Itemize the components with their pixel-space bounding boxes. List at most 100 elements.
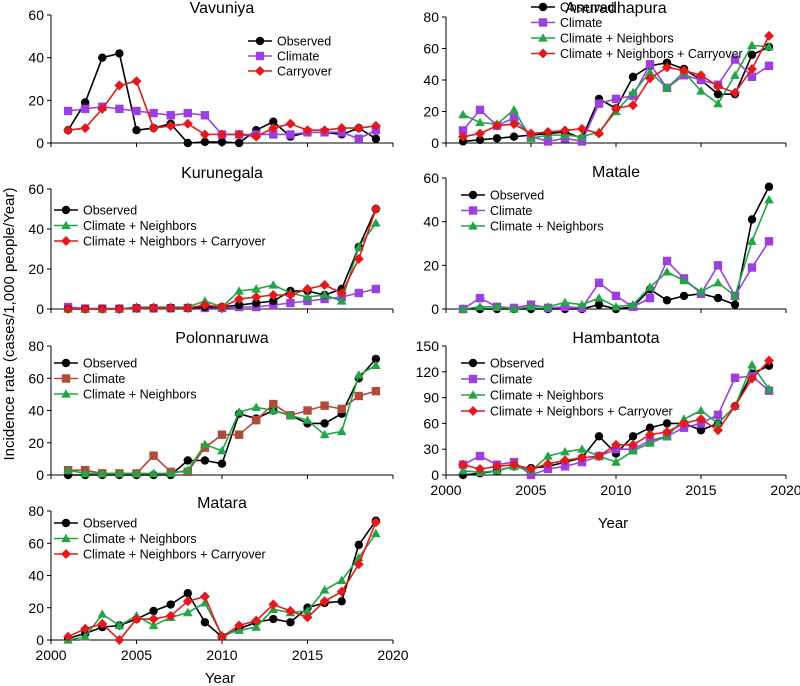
vavuniya-legend-item: Observed [248, 35, 331, 49]
matara-series-climate-neighbors-carryover-point [319, 596, 330, 607]
matara-series-climate-neighbors-carryover-point [80, 623, 91, 634]
anuradhapura-series-climate-point [577, 137, 587, 146]
matale-series-climate-point [560, 302, 570, 312]
kurunegala-series-climate-neighbors-point [319, 290, 330, 299]
matara-series-climate-neighbors-carryover-point [285, 605, 296, 616]
anuradhapura-series-climate-neighbors-carryover-point [526, 128, 536, 139]
vavuniya-series-observed-point [200, 137, 210, 147]
anuradhapura-series-climate-neighbors-carryover-point [509, 119, 519, 130]
polonnaruwa-series-climate-point [149, 451, 158, 460]
polonnaruwa-legend-label: Climate + Neighbors [83, 388, 197, 402]
vavuniya-series-climate-point [183, 108, 192, 118]
kurunegala-series-climate-neighbors-carryover-point [336, 288, 347, 298]
kurunegala-legend-marker [61, 220, 71, 230]
polonnaruwa-series-climate-point [337, 404, 346, 414]
polonnaruwa-series-climate-neighbors-point [148, 468, 159, 477]
kurunegala-series-climate-neighbors-carryover-point [370, 204, 381, 214]
matale-series-observed-point [764, 182, 774, 191]
kurunegala-series-climate-point [354, 288, 363, 298]
matale-series-climate-point [713, 261, 723, 270]
hambantota-title: Hambantota [572, 330, 659, 347]
vavuniya-series-carryover-point [131, 76, 142, 87]
hambantota-x-tick-label: 2015 [685, 482, 716, 498]
anuradhapura-series-climate-neighbors-carryover-point [713, 81, 723, 92]
polonnaruwa-legend-item: Observed [54, 357, 137, 371]
matale-series-climate-neighbors-point [713, 278, 723, 287]
hambantota-legend-marker [468, 406, 478, 416]
hambantota-y-tick-label: 30 [423, 441, 439, 457]
vavuniya-legend-item: Carryover [248, 65, 332, 79]
matara-legend-item: Climate + Neighbors + Carryover [54, 548, 266, 562]
polonnaruwa-legend-label: Climate [83, 372, 125, 386]
anuradhapura-series-climate-neighbors-carryover-point [492, 120, 502, 131]
vavuniya-series-observed-point [234, 138, 244, 148]
matale-y-tick-label: 60 [423, 170, 439, 186]
matara-series-observed-point [286, 618, 295, 627]
matara-series-climate-neighbors-point [200, 598, 210, 607]
anuradhapura-series-climate-point [611, 94, 621, 104]
matara-legend-marker [61, 533, 71, 543]
kurunegala-series-climate-point [371, 284, 381, 294]
anuradhapura-series-climate-neighbors-carryover-point [679, 65, 689, 76]
matale-y-tick-label: 40 [423, 214, 439, 230]
matara-y-tick-label: 60 [28, 535, 44, 551]
anuradhapura-series-climate-point [730, 55, 740, 64]
kurunegala-series-climate-neighbors-carryover-point [148, 303, 159, 313]
hambantota-legend-label: Climate [490, 373, 532, 387]
vavuniya-series-observed-point [132, 126, 141, 135]
hambantota-series-climate-neighbors-point [628, 446, 638, 455]
anuradhapura-y-tick-label: 80 [423, 9, 439, 25]
matale-y-tick-label: 20 [423, 257, 439, 273]
matara-series-climate-neighbors-point [148, 620, 159, 630]
hambantota-series-climate-neighbors-point [611, 457, 621, 466]
anuradhapura-legend-label: Climate [560, 16, 602, 30]
hambantota-y-tick-label: 60 [423, 415, 439, 431]
vavuniya-series-carryover-point [302, 125, 313, 136]
anuradhapura-legend-item: Climate + Neighbors [531, 32, 674, 46]
matara-series-climate-neighbors-point [251, 622, 261, 631]
anuradhapura-y-tick-label: 60 [423, 41, 439, 57]
kurunegala-series-climate-neighbors-point [354, 242, 364, 251]
anuradhapura-y-tick-label: 0 [431, 135, 439, 151]
hambantota-x-tick-label: 2010 [600, 482, 631, 498]
matara-y-tick-label: 40 [28, 568, 44, 584]
matale-series-climate-neighbors-point [458, 304, 468, 313]
matale-series-observed-point [679, 291, 689, 301]
anuradhapura-legend-label: Observed [560, 1, 614, 15]
polonnaruwa-series-climate-neighbors-point [234, 407, 244, 416]
kurunegala-y-tick-label: 40 [28, 221, 44, 237]
vavuniya-y-tick-label: 60 [28, 7, 44, 23]
kurunegala-legend-label: Climate + Neighbors [83, 219, 197, 233]
hambantota-series-climate-neighbors-carryover-point [577, 452, 587, 463]
hambantota-legend-item: Climate [461, 373, 532, 387]
hambantota-series-climate-neighbors-carryover-point [662, 427, 672, 437]
anuradhapura-series-climate-neighbors-point [645, 67, 655, 76]
matara-x-tick-label: 2010 [206, 647, 237, 663]
matara-y-tick-label: 80 [28, 503, 44, 519]
anuradhapura-series-climate-neighbors-point [713, 98, 723, 108]
polonnaruwa-series-climate-neighbors-point [80, 468, 90, 477]
matara-series-climate-neighbors-carryover-point [114, 635, 125, 645]
matara-series-climate-neighbors-carryover-point [353, 559, 364, 570]
vavuniya-series-observed-point [269, 117, 278, 126]
matara-legend-item: Climate + Neighbors [54, 532, 197, 546]
kurunegala-series-climate-neighbors-carryover-point [182, 303, 193, 313]
anuradhapura-series-climate-neighbors-point [475, 117, 485, 127]
anuradhapura-series-climate-point [458, 126, 468, 135]
kurunegala-series-climate-neighbors-carryover-point [234, 294, 245, 304]
hambantota-series-climate-neighbors-point [713, 418, 723, 427]
polonnaruwa-series-climate-neighbors-point [285, 410, 296, 419]
matale-series-climate-neighbors-point [696, 286, 706, 296]
anuradhapura-series-climate-neighbors-carryover-point [645, 73, 655, 84]
vavuniya-series-climate-point [63, 106, 73, 116]
anuradhapura-series-observed-point [509, 132, 519, 141]
vavuniya-series-climate-point [115, 104, 124, 114]
kurunegala-series-climate-neighbors-carryover-point [80, 304, 91, 314]
anuradhapura-series-climate-neighbors-point [458, 109, 468, 119]
kurunegala-legend-marker [61, 236, 71, 246]
polonnaruwa-series-climate-point [320, 401, 329, 410]
kurunegala-series-climate-neighbors-point [251, 284, 261, 293]
